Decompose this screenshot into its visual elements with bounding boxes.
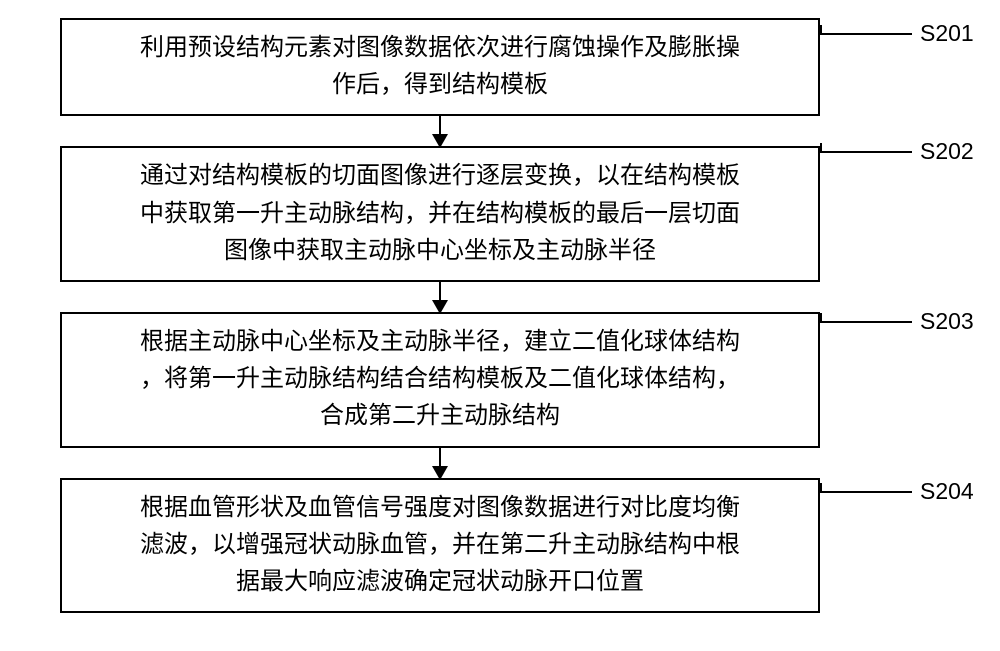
leader-line	[820, 321, 912, 323]
step-text: 滤波，以增强冠状动脉血管，并在第二升主动脉结构中根	[86, 527, 794, 564]
step-text: 图像中获取主动脉中心坐标及主动脉半径	[86, 233, 794, 270]
step-label-s201: S201	[820, 20, 974, 47]
step-box-s202: 通过对结构模板的切面图像进行逐层变换，以在结构模板 中获取第一升主动脉结构，并在…	[60, 146, 820, 282]
step-text: 利用预设结构元素对图像数据依次进行腐蚀操作及膨胀操	[86, 30, 794, 67]
step-text: 作后，得到结构模板	[86, 67, 794, 104]
step-box-s201: 利用预设结构元素对图像数据依次进行腐蚀操作及膨胀操 作后，得到结构模板	[60, 18, 820, 116]
step-text: 合成第二升主动脉结构	[86, 398, 794, 435]
step-label-s204: S204	[820, 478, 974, 505]
step-text: ，将第一升主动脉结构结合结构模板及二值化球体结构，	[86, 361, 794, 398]
step-text: 根据主动脉中心坐标及主动脉半径，建立二值化球体结构	[86, 324, 794, 361]
leader-line	[820, 33, 912, 35]
arrow	[439, 448, 441, 478]
step-box-s204: 根据血管形状及血管信号强度对图像数据进行对比度均衡 滤波，以增强冠状动脉血管，并…	[60, 478, 820, 614]
step-box-s203: 根据主动脉中心坐标及主动脉半径，建立二值化球体结构 ，将第一升主动脉结构结合结构…	[60, 312, 820, 448]
arrow	[439, 282, 441, 312]
step-label-s203: S203	[820, 308, 974, 335]
step-text: 根据血管形状及血管信号强度对图像数据进行对比度均衡	[86, 490, 794, 527]
step-text: 中获取第一升主动脉结构，并在结构模板的最后一层切面	[86, 196, 794, 233]
step-id: S203	[920, 308, 974, 335]
step-text: 据最大响应滤波确定冠状动脉开口位置	[86, 564, 794, 601]
leader-line	[820, 151, 912, 153]
arrow	[439, 116, 441, 146]
step-id: S204	[920, 478, 974, 505]
flowchart: 利用预设结构元素对图像数据依次进行腐蚀操作及膨胀操 作后，得到结构模板 通过对结…	[60, 18, 820, 613]
step-id: S201	[920, 20, 974, 47]
leader-line	[820, 491, 912, 493]
step-label-s202: S202	[820, 138, 974, 165]
step-text: 通过对结构模板的切面图像进行逐层变换，以在结构模板	[86, 158, 794, 195]
step-id: S202	[920, 138, 974, 165]
